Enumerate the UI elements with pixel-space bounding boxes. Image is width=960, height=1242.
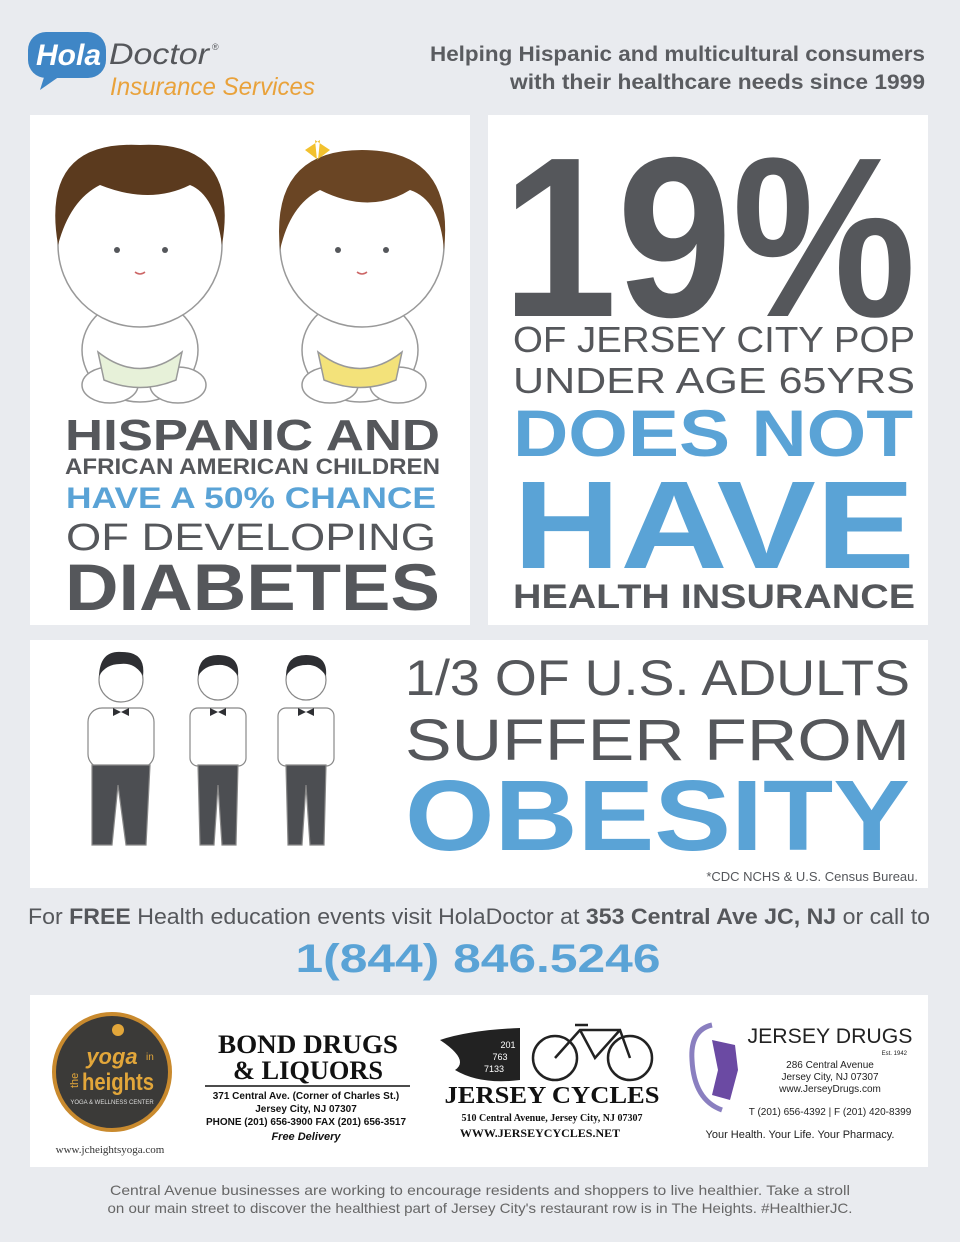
illustration: [335, 247, 341, 253]
headline: HISPANIC AND: [65, 411, 440, 460]
sponsor-address: 371 Central Ave. (Corner of Charles St.): [213, 1091, 400, 1102]
illustration: [440, 1028, 520, 1082]
illustration: [286, 655, 327, 676]
logo-subtitle: Insurance Services: [110, 73, 315, 101]
cta-part: Health education events visit HolaDoctor…: [131, 904, 586, 929]
headline: SUFFER FROM: [405, 708, 910, 773]
illustration: [298, 708, 314, 716]
yoga-logo-text: the: [69, 1073, 81, 1088]
illustration: [316, 350, 404, 389]
headline: HEALTH INSURANCE: [513, 578, 915, 616]
illustration: [96, 350, 184, 389]
cycles-phone: 763: [492, 1052, 507, 1062]
headline: OF JERSEY CITY POP: [513, 319, 915, 360]
headline: DIABETES: [65, 550, 440, 624]
cta-part: or call to: [836, 904, 930, 929]
sponsor-note: Free Delivery: [271, 1131, 341, 1143]
yoga-logo-text: in: [146, 1052, 154, 1063]
phone: 1(844) 846.5246: [296, 937, 661, 981]
illustration: [87, 657, 335, 846]
cycles-phone: 7133: [484, 1064, 504, 1074]
tagline: with their healthcare needs since 1999: [509, 71, 925, 94]
illustration: [712, 1040, 738, 1100]
illustration: [210, 708, 226, 716]
illustration: [134, 271, 368, 275]
illustration: [28, 32, 106, 78]
sponsor-name: JERSEY DRUGS: [748, 1025, 913, 1048]
illustration: [279, 150, 446, 250]
illustration: [99, 651, 327, 716]
illustration: [189, 707, 247, 767]
cta-part: FREE: [69, 904, 131, 929]
logo-hola: Hola: [36, 39, 101, 72]
headline: OF DEVELOPING: [66, 517, 436, 559]
illustration: [30, 640, 928, 888]
illustration: [383, 247, 389, 253]
logo-doctor: Doctor: [109, 38, 210, 71]
stat: 19%: [502, 111, 916, 365]
sponsor-phone: T (201) 656-4392 | F (201) 420-8399: [749, 1107, 912, 1118]
headline: HAVE A 50% CHANCE: [66, 482, 436, 515]
illustration: [277, 707, 335, 767]
yoga-logo-text: YOGA & WELLNESS CENTER: [70, 1100, 154, 1106]
footer-text: on our main street to discover the healt…: [108, 1200, 853, 1216]
illustration: [57, 162, 445, 404]
illustration: [198, 655, 239, 676]
yoga-logo-text: heights: [82, 1069, 154, 1096]
headline: DOES NOT: [513, 396, 913, 470]
illustration: [87, 707, 155, 769]
sponsor-slogan: Your Health. Your Life. Your Pharmacy.: [706, 1129, 895, 1141]
illustration: [285, 764, 327, 846]
call-to-action: For FREE Health education events visit H…: [28, 904, 930, 929]
illustration: [114, 247, 120, 253]
sponsor-name: JERSEY CYCLES: [445, 1083, 660, 1109]
illustration: [531, 1034, 579, 1082]
illustration: [91, 764, 151, 846]
sponsor-address: 510 Central Avenue, Jersey City, NJ 0730…: [462, 1113, 643, 1124]
sponsor-established: Est. 1942: [882, 1051, 908, 1057]
sponsor-address: Jersey City, NJ 07307: [255, 1104, 357, 1115]
source-note: *CDC NCHS & U.S. Census Bureau.: [706, 869, 918, 884]
illustration: [197, 764, 239, 846]
sponsor-name: BOND DRUGS: [218, 1030, 398, 1059]
illustration: [113, 708, 129, 716]
sponsor-address: PHONE (201) 656-3900 FAX (201) 656-3517: [206, 1117, 407, 1128]
sponsor-address: Jersey City, NJ 07307: [781, 1072, 879, 1083]
illustration: [488, 115, 928, 625]
illustration: [30, 995, 928, 1167]
illustration: [531, 1023, 654, 1082]
headline: 1/3 OF U.S. ADULTS: [405, 650, 910, 706]
illustration: [55, 144, 225, 245]
sponsor-url: www.jcheightsyoga.com: [56, 1144, 165, 1156]
sponsor-name: & LIQUORS: [233, 1056, 383, 1085]
cycles-phone: 201: [500, 1040, 515, 1050]
logo-trademark: ®: [212, 42, 219, 52]
illustration: [112, 1024, 124, 1036]
cta-part: 353 Central Ave JC, NJ: [586, 904, 836, 929]
illustration: [162, 247, 168, 253]
illustration: [689, 1022, 723, 1113]
headline: OBESITY: [405, 760, 910, 872]
illustration: [554, 1023, 632, 1061]
illustration: [305, 140, 330, 160]
illustration: [99, 651, 144, 676]
cta-part: For: [28, 904, 69, 929]
tagline: Helping Hispanic and multicultural consu…: [430, 43, 925, 66]
yoga-logo-text: yoga: [85, 1044, 137, 1069]
illustration: [52, 1012, 172, 1132]
sponsor-url: WWW.JERSEYCYCLES.NET: [460, 1126, 620, 1140]
headline: UNDER AGE 65YRS: [513, 360, 915, 401]
sponsor-address: www.JerseyDrugs.com: [778, 1084, 881, 1095]
headline: AFRICAN AMERICAN CHILDREN: [65, 454, 440, 479]
illustration: [40, 74, 60, 90]
footer-text: Central Avenue businesses are working to…: [110, 1182, 850, 1198]
sponsor-address: 286 Central Avenue: [786, 1060, 874, 1071]
illustration: [114, 247, 389, 253]
headline: HAVE: [513, 456, 915, 595]
illustration: [606, 1034, 654, 1082]
